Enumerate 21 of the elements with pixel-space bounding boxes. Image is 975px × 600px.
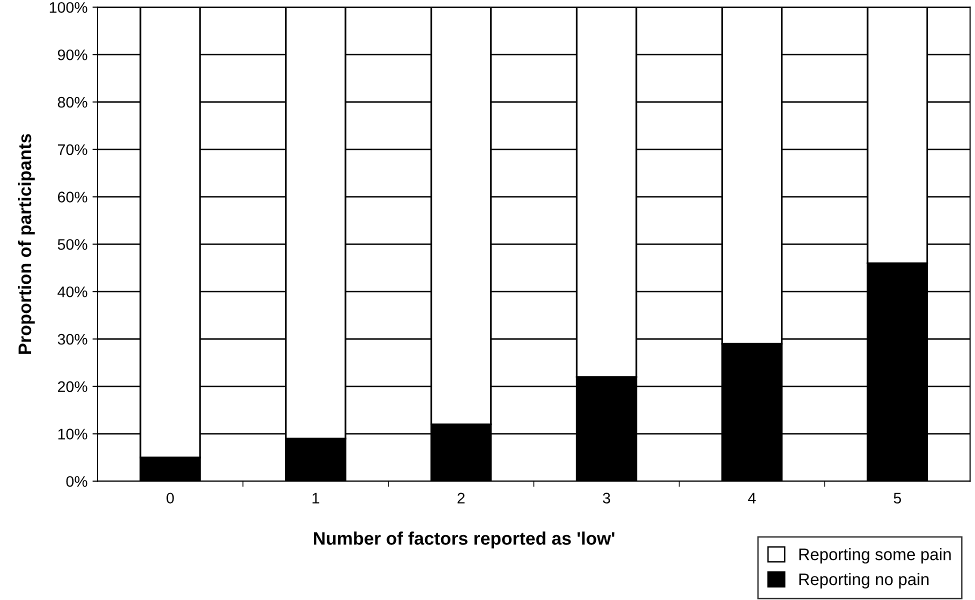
y-tick-label: 70% [58, 144, 88, 156]
legend-label: Reporting no pain [799, 572, 929, 589]
x-tick-label: 4 [748, 492, 756, 504]
y-tick-label: 10% [58, 428, 88, 440]
y-tick-label: 30% [58, 334, 88, 345]
y-axis-title: Proportion of participants [18, 134, 35, 354]
x-tick-label: 1 [312, 492, 320, 504]
legend-label: Reporting some pain [799, 548, 951, 564]
x-tick-label: 2 [458, 492, 465, 504]
x-tick-label: 3 [602, 492, 610, 504]
x-tick-label: 5 [894, 492, 902, 504]
y-tick-label: 100% [50, 2, 88, 13]
y-tick-label: 20% [58, 381, 88, 392]
y-tick-label: 40% [58, 286, 88, 298]
y-tick-label: 50% [58, 239, 88, 250]
x-axis-title: Number of factors reported as 'low' [314, 532, 614, 548]
y-tick-label: 80% [58, 96, 88, 108]
x-tick-label: 0 [166, 492, 174, 504]
y-tick-label: 60% [58, 192, 88, 202]
y-tick-label: 0% [66, 476, 88, 487]
y-tick-label: 90% [58, 49, 88, 60]
